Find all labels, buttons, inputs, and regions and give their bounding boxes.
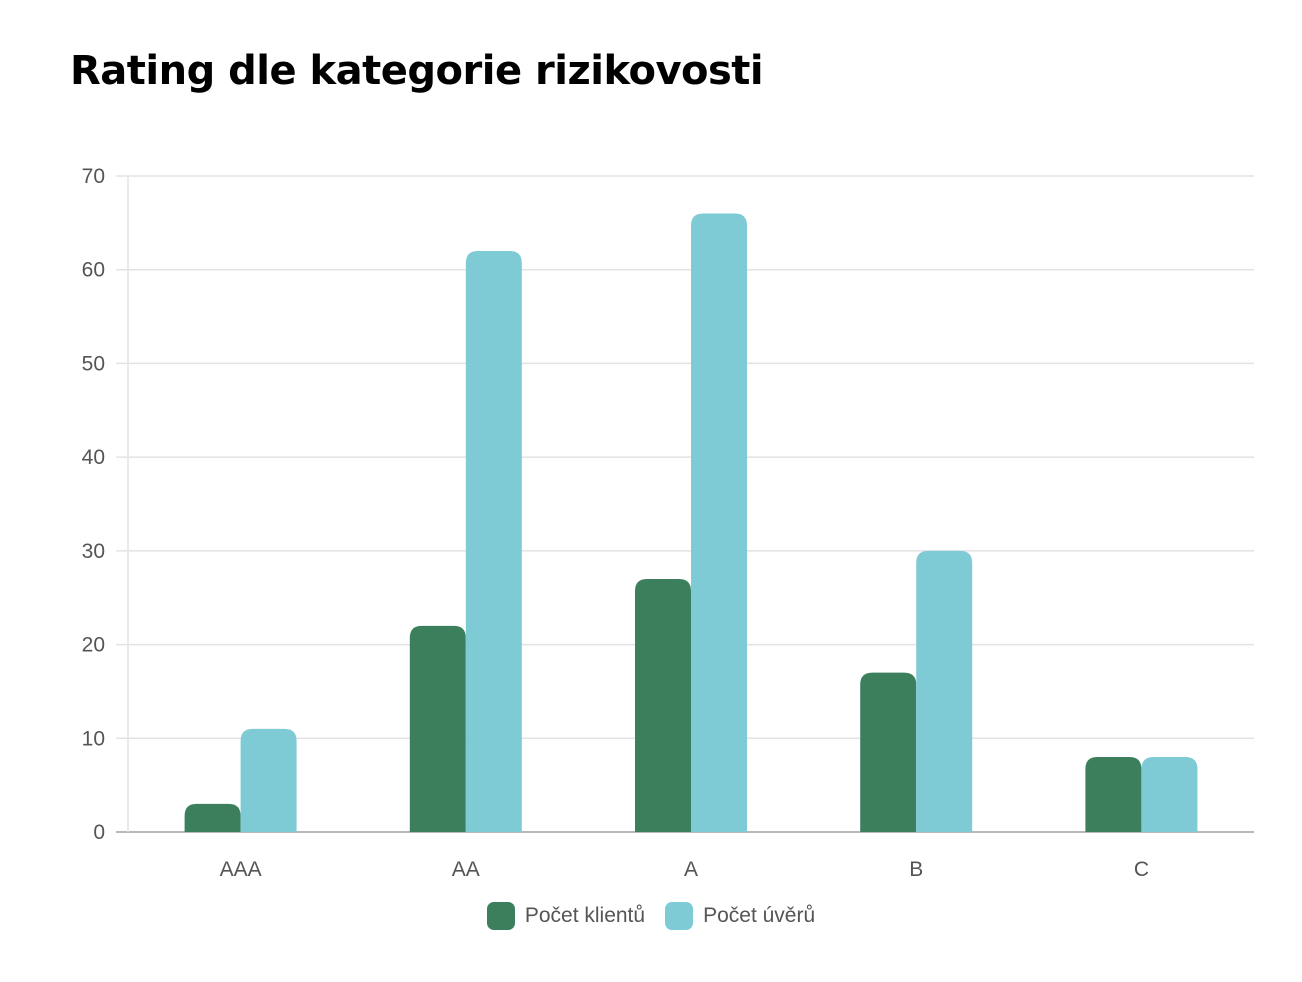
legend-item-clients[interactable]: Počet klientů <box>486 902 646 930</box>
y-tick-label: 30 <box>82 540 105 563</box>
legend-item-loans[interactable]: Počet úvěrů <box>665 902 815 930</box>
bar-clients-B[interactable] <box>860 672 917 832</box>
bar-clients-AAA[interactable] <box>184 803 241 832</box>
legend-label-loans: Počet úvěrů <box>703 904 816 927</box>
y-tick-label: 10 <box>82 727 105 750</box>
bar-loans-C[interactable] <box>1141 757 1198 832</box>
legend-label-clients: Počet klientů <box>524 904 646 927</box>
y-tick-label: 60 <box>82 259 105 282</box>
y-axis: 0 10 20 30 40 50 60 70 <box>82 165 105 844</box>
bar-loans-AA[interactable] <box>465 250 522 832</box>
x-tick-label: C <box>1134 858 1149 881</box>
x-axis: AAA AA A B C <box>220 858 1149 881</box>
bar-loans-A[interactable] <box>691 213 747 832</box>
bar-clients-A[interactable] <box>635 578 691 832</box>
bars <box>184 213 1198 832</box>
y-tick-label: 20 <box>82 634 105 657</box>
legend-swatch-clients <box>486 902 515 930</box>
bar-clients-AA[interactable] <box>409 625 466 832</box>
y-tick-label: 0 <box>93 821 105 844</box>
x-tick-label: AA <box>452 858 480 881</box>
chart-title: Rating dle kategorie rizikovosti <box>70 48 764 94</box>
x-tick-label: B <box>909 858 923 881</box>
bar-clients-C[interactable] <box>1085 757 1142 832</box>
y-tick-label: 70 <box>82 165 105 188</box>
y-tick-label: 50 <box>82 352 105 375</box>
legend: Počet klientů Počet úvěrů <box>0 902 1302 930</box>
bar-loans-B[interactable] <box>916 550 973 832</box>
bar-loans-AAA[interactable] <box>240 728 297 832</box>
legend-swatch-loans <box>665 902 694 930</box>
x-tick-label: A <box>684 858 698 881</box>
y-tick-label: 40 <box>82 446 105 469</box>
x-tick-label: AAA <box>220 858 262 881</box>
